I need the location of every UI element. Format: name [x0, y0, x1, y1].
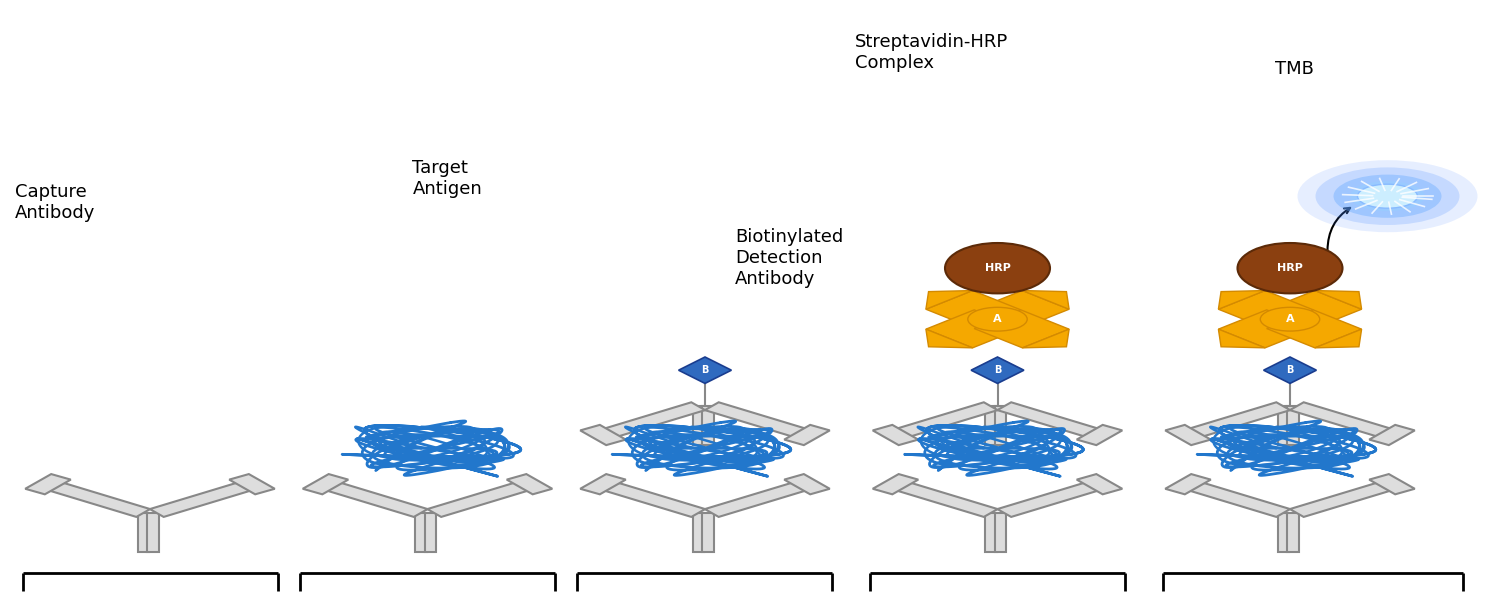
Polygon shape — [974, 290, 1070, 329]
Polygon shape — [1180, 402, 1290, 439]
Polygon shape — [1218, 290, 1264, 309]
Polygon shape — [873, 474, 918, 494]
Polygon shape — [1266, 310, 1362, 348]
Polygon shape — [784, 425, 830, 445]
Polygon shape — [580, 425, 626, 445]
Polygon shape — [26, 474, 70, 494]
Bar — [147, 513, 159, 552]
Polygon shape — [705, 480, 815, 517]
Circle shape — [1358, 184, 1418, 208]
Polygon shape — [1077, 474, 1122, 494]
Polygon shape — [596, 402, 705, 439]
Bar — [416, 513, 426, 552]
Text: HRP: HRP — [984, 263, 1011, 273]
Polygon shape — [998, 480, 1107, 517]
Text: TMB: TMB — [1275, 60, 1314, 78]
Polygon shape — [1180, 480, 1290, 517]
Polygon shape — [1370, 474, 1414, 494]
Polygon shape — [1370, 425, 1414, 445]
Polygon shape — [926, 290, 1022, 329]
Bar — [693, 406, 703, 445]
Text: A: A — [1286, 314, 1294, 324]
Polygon shape — [1218, 310, 1314, 348]
Polygon shape — [678, 357, 732, 383]
Bar — [693, 513, 703, 552]
Polygon shape — [230, 474, 274, 494]
Bar — [986, 513, 996, 552]
Polygon shape — [888, 402, 998, 439]
Polygon shape — [974, 310, 1070, 348]
Polygon shape — [318, 480, 428, 517]
Bar — [702, 513, 714, 552]
Polygon shape — [1263, 357, 1317, 383]
Bar — [702, 406, 714, 445]
Polygon shape — [926, 310, 1022, 348]
Bar — [986, 406, 996, 445]
Text: A: A — [993, 314, 1002, 324]
Text: Streptavidin-HRP
Complex: Streptavidin-HRP Complex — [855, 33, 1008, 72]
Circle shape — [968, 307, 1028, 331]
Bar — [424, 513, 436, 552]
Polygon shape — [926, 290, 972, 309]
Polygon shape — [1290, 402, 1400, 439]
Bar — [1278, 406, 1288, 445]
Polygon shape — [1316, 329, 1362, 348]
Bar — [1287, 513, 1299, 552]
Text: B: B — [1287, 365, 1293, 375]
Polygon shape — [596, 480, 705, 517]
Polygon shape — [888, 480, 998, 517]
Text: HRP: HRP — [1276, 263, 1304, 273]
Polygon shape — [926, 329, 972, 348]
Polygon shape — [303, 474, 348, 494]
Polygon shape — [1290, 480, 1400, 517]
Polygon shape — [873, 425, 918, 445]
Text: Capture
Antibody: Capture Antibody — [15, 183, 96, 222]
Polygon shape — [1023, 329, 1070, 348]
Polygon shape — [40, 480, 150, 517]
Polygon shape — [1077, 425, 1122, 445]
Text: B: B — [994, 365, 1000, 375]
Polygon shape — [507, 474, 552, 494]
Circle shape — [1334, 175, 1442, 218]
Ellipse shape — [1238, 243, 1342, 293]
Text: B: B — [702, 365, 708, 375]
Bar — [994, 406, 1006, 445]
Circle shape — [1316, 167, 1460, 225]
Bar — [1278, 513, 1288, 552]
Bar — [138, 513, 148, 552]
Text: Target
Antigen: Target Antigen — [413, 159, 482, 198]
Circle shape — [1350, 181, 1425, 211]
Polygon shape — [1266, 290, 1362, 329]
Bar — [1287, 406, 1299, 445]
Polygon shape — [1218, 290, 1314, 329]
Polygon shape — [998, 402, 1107, 439]
Polygon shape — [1218, 329, 1264, 348]
Bar — [994, 513, 1006, 552]
Polygon shape — [1023, 290, 1070, 309]
Polygon shape — [150, 480, 260, 517]
Polygon shape — [705, 402, 815, 439]
Circle shape — [1298, 160, 1478, 232]
Ellipse shape — [945, 243, 1050, 293]
Polygon shape — [580, 474, 626, 494]
Polygon shape — [970, 357, 1024, 383]
Polygon shape — [1166, 425, 1210, 445]
Polygon shape — [427, 480, 537, 517]
Polygon shape — [1166, 474, 1210, 494]
Text: Biotinylated
Detection
Antibody: Biotinylated Detection Antibody — [735, 229, 843, 288]
Circle shape — [1260, 307, 1320, 331]
Polygon shape — [1316, 290, 1362, 309]
Polygon shape — [784, 474, 830, 494]
